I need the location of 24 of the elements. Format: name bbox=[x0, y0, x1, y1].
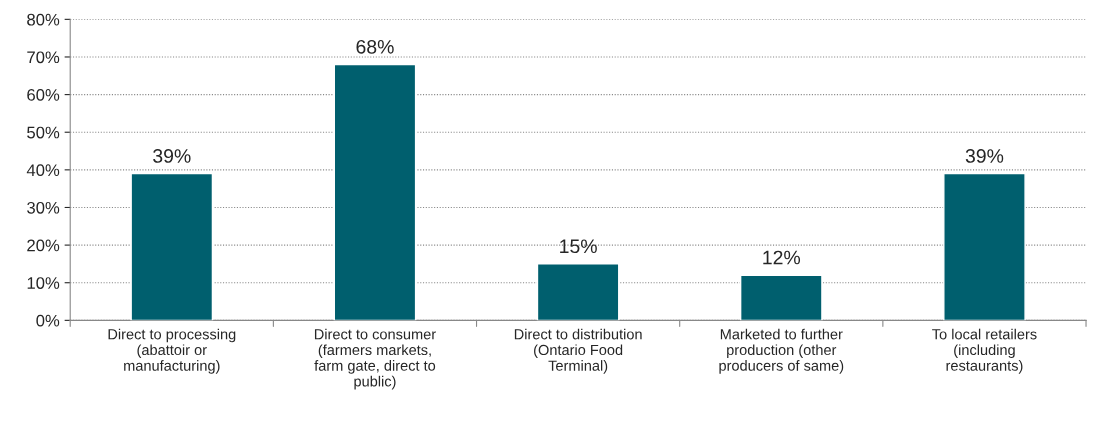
x-tick-label: Marketed to further production (other producers of same) bbox=[719, 328, 844, 374]
y-tick-label: 50% bbox=[27, 126, 60, 139]
data-label: 68% bbox=[356, 39, 394, 54]
bar bbox=[130, 172, 214, 321]
bar bbox=[943, 172, 1026, 321]
bar bbox=[536, 263, 620, 321]
x-tick-label: Direct to processing (abattoir or manufacturing) bbox=[108, 328, 236, 374]
y-tick-label: 70% bbox=[27, 51, 60, 64]
x-tick-label: To local retailers (including restaurants) bbox=[932, 328, 1037, 374]
y-tick-label: 60% bbox=[27, 89, 60, 101]
data-label: 12% bbox=[763, 250, 801, 265]
x-tick-label: Direct to distribution (Ontario Food Terminal) bbox=[514, 328, 642, 374]
y-tick-label: 40% bbox=[26, 164, 60, 177]
bar bbox=[333, 63, 417, 321]
y-tick-label: 0% bbox=[36, 314, 60, 327]
y-tick-label: 30% bbox=[27, 201, 60, 214]
y-tick-label: 10% bbox=[27, 277, 60, 289]
bar bbox=[739, 274, 823, 321]
x-tick-label: Direct to consumer (farmers markets, farm gate, direct to public) bbox=[314, 328, 436, 390]
data-label: 39% bbox=[153, 149, 191, 163]
y-tick-label: 20% bbox=[27, 239, 60, 252]
data-label: 39% bbox=[965, 149, 1004, 163]
data-label: 15% bbox=[560, 239, 597, 254]
y-tick-label: 80% bbox=[27, 13, 60, 26]
